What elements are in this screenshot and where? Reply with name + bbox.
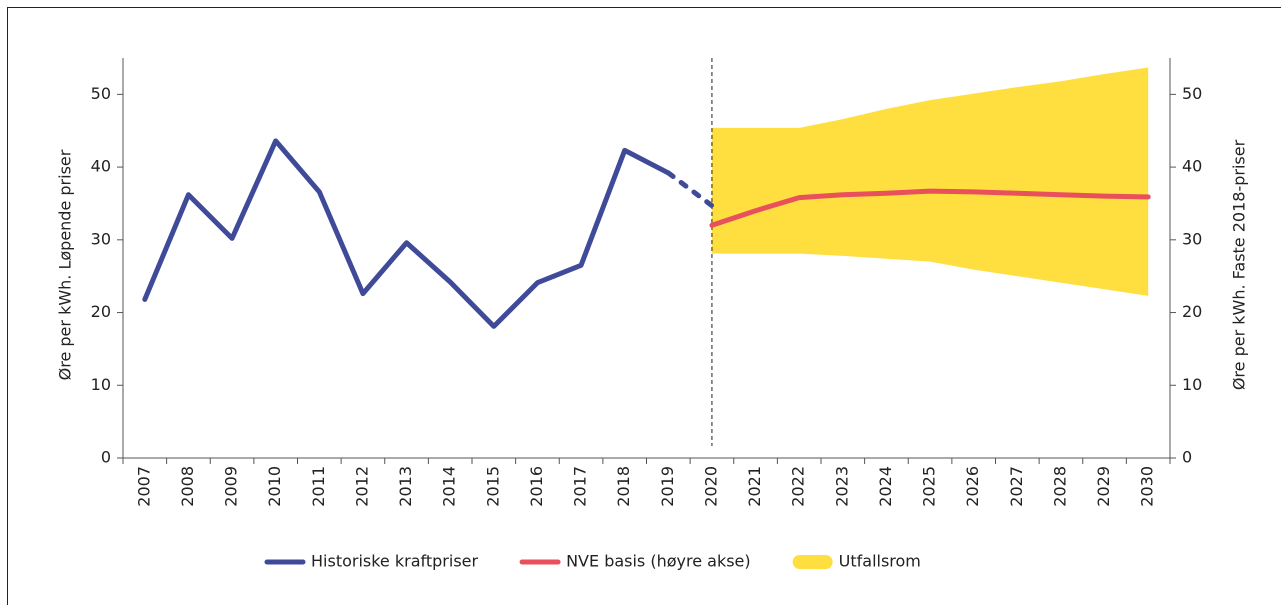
legend-label: NVE basis (høyre akse) xyxy=(566,552,751,571)
x-tick-label: 2014 xyxy=(440,466,459,507)
y-tick-label: 30 xyxy=(91,229,111,248)
y-tick-label: 0 xyxy=(101,448,111,467)
x-tick-label: 2018 xyxy=(614,466,633,507)
x-tick-label: 2015 xyxy=(483,466,502,507)
x-tick-label: 2027 xyxy=(1007,466,1026,507)
x-tick-label: 2017 xyxy=(571,466,590,507)
x-tick-label: 2007 xyxy=(134,466,153,507)
y2-tick-label: 30 xyxy=(1182,229,1202,248)
x-tick-label: 2016 xyxy=(527,466,546,507)
x-tick-label: 2029 xyxy=(1094,466,1113,507)
x-tick-label: 2020 xyxy=(701,466,720,507)
y-axis-label: Øre per kWh. Løpende priser xyxy=(56,149,75,380)
y-tick-label: 40 xyxy=(91,157,111,176)
x-tick-label: 2023 xyxy=(832,466,851,507)
x-tick-label: 2024 xyxy=(876,466,895,507)
x-tick-label: 2022 xyxy=(789,466,808,507)
x-tick-label: 2009 xyxy=(222,466,241,507)
series-line xyxy=(709,188,1151,228)
x-tick-label: 2025 xyxy=(920,466,939,507)
series-line xyxy=(142,138,671,329)
legend-swatch xyxy=(792,555,833,569)
legend: Historiske kraftpriser NVE basis (høyre a… xyxy=(264,552,921,571)
x-tick-label: 2021 xyxy=(745,466,764,507)
x-tick-label: 2011 xyxy=(309,466,328,507)
legend-label: Utfallsrom xyxy=(839,552,921,571)
y2-tick-label: 20 xyxy=(1182,302,1202,321)
x-tick-label: 2010 xyxy=(265,466,284,507)
y2-tick-label: 40 xyxy=(1182,157,1202,176)
series-line xyxy=(665,170,715,209)
x-tick-label: 2026 xyxy=(963,466,982,507)
x-tick-label: 2028 xyxy=(1050,466,1069,507)
x-tick-label: 2012 xyxy=(352,466,371,507)
legend-label: Historiske kraftpriser xyxy=(311,552,478,571)
y-tick-label: 20 xyxy=(91,302,111,321)
band-area xyxy=(711,67,1149,296)
y2-tick-label: 50 xyxy=(1182,84,1202,103)
y2-axis-label: Øre per kWh. Faste 2018-priser xyxy=(1230,139,1249,390)
y2-tick-label: 0 xyxy=(1182,448,1192,467)
frame xyxy=(7,7,1281,605)
y-tick-label: 50 xyxy=(91,84,111,103)
x-tick-label: 2030 xyxy=(1138,466,1157,507)
y-tick-label: 10 xyxy=(91,375,111,394)
x-tick-label: 2019 xyxy=(658,466,677,507)
x-tick-label: 2013 xyxy=(396,466,415,507)
y2-tick-label: 10 xyxy=(1182,375,1202,394)
x-tick-label: 2008 xyxy=(178,466,197,507)
